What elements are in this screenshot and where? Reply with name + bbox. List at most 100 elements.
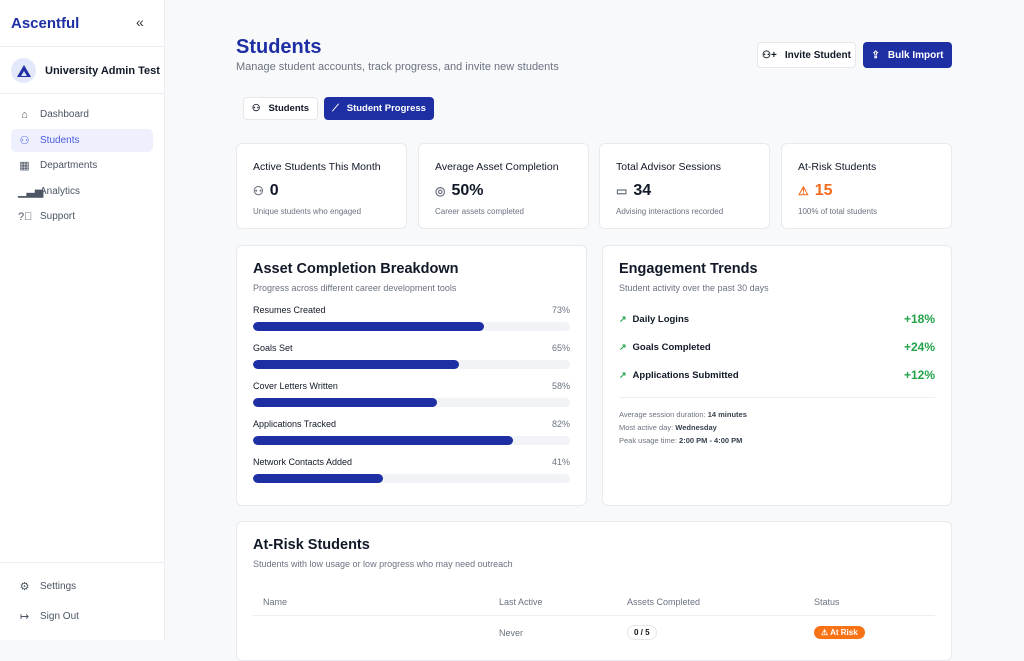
column-header: Status: [804, 591, 935, 616]
panel-subtitle: Students with low usage or low progress …: [253, 559, 513, 569]
org-name: University Admin Test: [45, 64, 160, 77]
divider: [0, 562, 164, 563]
bar-chart-icon: ▁▃▅: [18, 185, 44, 198]
panel-title: Engagement Trends: [619, 261, 758, 277]
page-title: Students: [236, 36, 322, 58]
users-icon: ⚇: [253, 184, 264, 198]
last-active: Never: [499, 627, 524, 638]
panel-subtitle: Progress across different career develop…: [253, 283, 457, 293]
upload-icon: ⇪: [871, 49, 880, 61]
meta-value: 14 minutes: [707, 410, 747, 419]
meta-value: 2:00 PM - 4:00 PM: [679, 436, 743, 445]
stat-title: At-Risk Students: [798, 161, 877, 173]
collapse-sidebar-button[interactable]: «: [136, 14, 144, 30]
stat-title: Average Asset Completion: [435, 161, 559, 173]
stat-value: 15: [814, 182, 833, 199]
asset-completion-panel: Asset Completion Breakdown Progress acro…: [236, 245, 587, 506]
page-subtitle: Manage student accounts, track progress,…: [236, 61, 559, 73]
progress-fill: [253, 398, 437, 407]
progress-percent: 82%: [551, 419, 570, 429]
nav-label: Students: [40, 134, 80, 146]
meta-label: Peak usage time:: [619, 436, 677, 445]
sign-out-button[interactable]: ↦ Sign Out: [11, 605, 153, 628]
stat-title: Total Advisor Sessions: [616, 161, 722, 173]
table-row[interactable]: Never 0 / 5 ⚠ At Risk: [253, 616, 935, 650]
logout-icon: ↦: [19, 611, 30, 623]
tab-label: Student Progress: [346, 103, 426, 114]
trend-label: Goals Completed: [632, 341, 711, 353]
at-risk-table: Name Last Active Assets Completed Status…: [253, 591, 935, 649]
panel-title: Asset Completion Breakdown: [253, 261, 459, 277]
progress-label: Goals Set: [253, 343, 293, 353]
nav-label: Departments: [40, 160, 98, 172]
progress-label: Applications Tracked: [253, 419, 337, 429]
trend-value: +12%: [903, 368, 935, 382]
user-icon: ⚇: [19, 134, 30, 147]
settings-label: Settings: [40, 581, 77, 592]
progress-track: [253, 360, 570, 369]
progress-track: [253, 398, 570, 407]
column-header: Assets Completed: [617, 591, 804, 616]
settings-button[interactable]: ⚙ Settings: [11, 575, 153, 598]
progress-percent: 58%: [551, 381, 570, 391]
progress-percent: 41%: [551, 457, 570, 467]
stat-desc: Career assets completed: [435, 207, 524, 216]
progress-track: [253, 474, 570, 483]
logo: Ascentful: [11, 15, 80, 32]
engagement-meta: Average session duration: 14 minutes Mos…: [619, 397, 935, 447]
tab-students[interactable]: ⚇ Students: [243, 97, 318, 120]
user-icon: ⚇: [251, 103, 261, 114]
progress-fill: [253, 436, 513, 445]
line-chart-icon: ⟋: [332, 103, 339, 114]
stat-card-asset-completion: Average Asset Completion ◎ 50% Career ass…: [418, 143, 589, 229]
meta-label: Average session duration:: [619, 410, 706, 419]
stat-title: Active Students This Month: [253, 161, 381, 173]
progress-track: [253, 436, 570, 445]
status-badge: ⚠ At Risk: [814, 626, 865, 639]
sidebar-item-support[interactable]: ?⃝ Support: [11, 205, 153, 228]
warning-icon: ⚠: [821, 628, 831, 637]
nav-label: Support: [40, 211, 76, 223]
progress-percent: 73%: [551, 305, 570, 315]
sidebar-item-departments[interactable]: ▦ Departments: [11, 154, 153, 177]
meta-label: Most active day:: [619, 423, 674, 432]
progress-fill: [253, 360, 460, 369]
stat-card-at-risk: At-Risk Students ⚠ 15 100% of total stude…: [781, 143, 952, 229]
help-circle-icon: ?⃝: [18, 210, 33, 223]
column-header: Name: [253, 591, 489, 616]
engagement-trends-panel: Engagement Trends Student activity over …: [602, 245, 952, 506]
trending-up-icon: ↗: [619, 313, 627, 324]
bulk-import-button[interactable]: ⇪ Bulk Import: [863, 42, 952, 68]
stat-card-active-students: Active Students This Month ⚇ 0 Unique stu…: [236, 143, 407, 229]
nav-label: Analytics: [40, 185, 81, 197]
divider: [0, 46, 164, 47]
trend-row: ↗ Applications Submitted +12%: [619, 361, 935, 389]
stat-value: 0: [269, 182, 279, 199]
progress-fill: [253, 322, 485, 331]
trending-up-icon: ↗: [619, 341, 627, 352]
panel-title: At-Risk Students: [253, 537, 370, 553]
sidebar-item-analytics[interactable]: ▁▃▅ Analytics: [11, 180, 153, 203]
target-icon: ◎: [435, 184, 446, 198]
stat-value: 34: [633, 182, 652, 199]
sidebar-item-dashboard[interactable]: ⌂ Dashboard: [11, 103, 153, 126]
student-name: [253, 616, 489, 650]
stat-desc: 100% of total students: [798, 207, 878, 216]
stat-desc: Advising interactions recorded: [616, 207, 724, 216]
org-switcher[interactable]: University Admin Test: [11, 58, 160, 83]
invite-student-button[interactable]: ⚇+ Invite Student: [757, 42, 856, 68]
tab-student-progress[interactable]: ⟋ Student Progress: [324, 97, 434, 120]
gear-icon: ⚙: [19, 581, 30, 593]
trend-row: ↗ Goals Completed +24%: [619, 333, 935, 361]
meta-value: Wednesday: [675, 423, 717, 432]
progress-percent: 65%: [551, 343, 570, 353]
progress-row: Goals Set 65%: [253, 343, 570, 369]
trend-value: +24%: [903, 340, 935, 354]
progress-track: [253, 322, 570, 331]
sidebar-nav: ⌂ Dashboard ⚇ Students ▦ Departments ▁▃▅ Ana…: [11, 103, 153, 231]
bottom-nav: ⚙ Settings ↦ Sign Out: [11, 575, 153, 631]
sidebar-item-students[interactable]: ⚇ Students: [11, 128, 153, 152]
user-plus-icon: ⚇+: [762, 49, 777, 61]
at-risk-students-panel: At-Risk Students Students with low usage…: [236, 521, 952, 661]
stat-desc: Unique students who engaged: [253, 207, 362, 216]
